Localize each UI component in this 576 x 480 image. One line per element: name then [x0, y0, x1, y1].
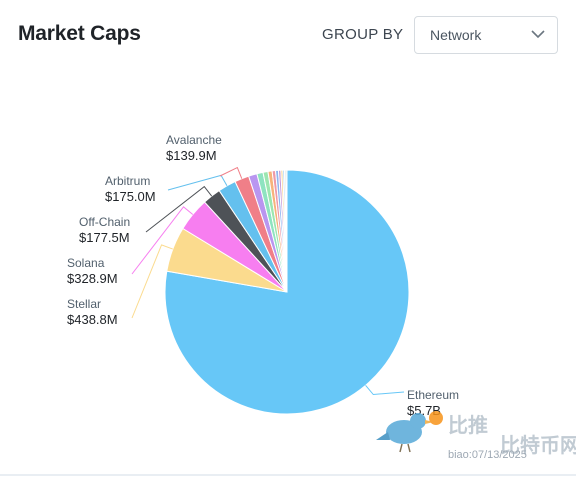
slice-label-name: Arbitrum	[105, 174, 150, 188]
slice-label-name: Solana	[67, 256, 105, 270]
label-leaders	[131, 166, 405, 396]
slice-label-name: Stellar	[67, 297, 101, 311]
slice-label-name: Ethereum	[407, 388, 459, 402]
leader-line	[145, 185, 213, 233]
bird-icon	[376, 411, 443, 453]
group-by-select[interactable]: Network	[414, 16, 558, 54]
group-by-label: GROUP BY	[322, 26, 404, 43]
slice-label-value: $175.0M	[105, 189, 156, 204]
card-title: Market Caps	[18, 22, 141, 45]
slice-label-value: $139.9M	[166, 148, 217, 163]
chevron-down-icon	[531, 30, 545, 39]
leader-line	[131, 206, 194, 275]
pie-slice-minor-16[interactable]	[285, 169, 288, 293]
slice-label-name: Avalanche	[166, 133, 222, 147]
leader-line	[365, 385, 405, 396]
slice-label-value: $438.8M	[67, 312, 118, 327]
slice-label-name: Off-Chain	[79, 215, 130, 229]
slice-label-value: $177.5M	[79, 230, 130, 245]
leader-line	[167, 174, 228, 191]
pie-slices	[164, 169, 410, 415]
slice-labels: Ethereum$5.7BStellar$438.8MSolana$328.9M…	[67, 133, 459, 418]
slice-label-value: $328.9M	[67, 271, 118, 286]
group-by-selected-value: Network	[430, 27, 482, 43]
leader-line	[219, 166, 243, 179]
leader-line	[131, 244, 173, 319]
card-divider	[0, 474, 576, 476]
watermark-line2: 比特币网	[500, 433, 576, 457]
watermark: 比推 比特币网 biao:07/13/2025	[376, 411, 576, 461]
watermark-sub: biao:07/13/2025	[448, 449, 527, 461]
watermark-line1: 比推	[448, 413, 488, 437]
